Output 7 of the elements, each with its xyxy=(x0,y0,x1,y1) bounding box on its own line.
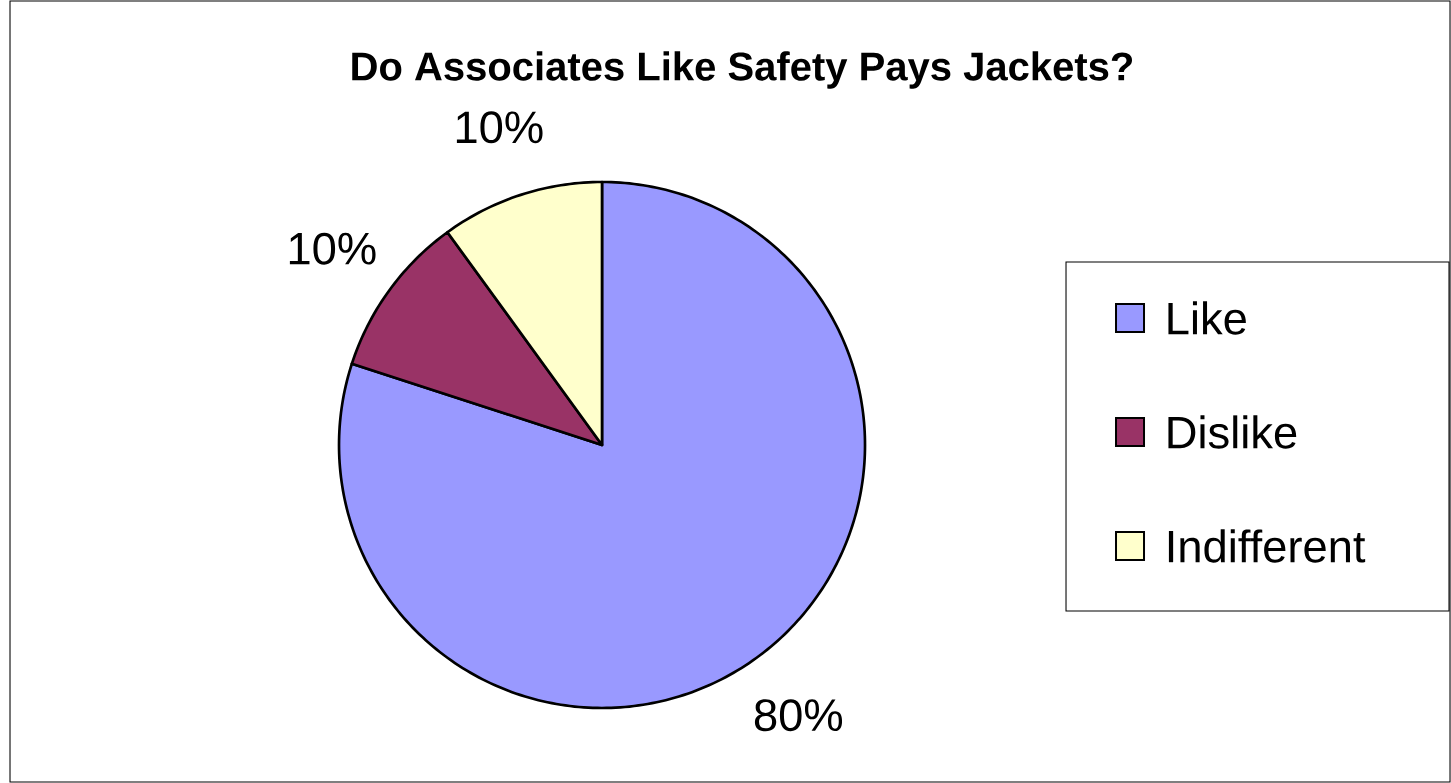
legend-label: Indifferent xyxy=(1168,529,1366,563)
data-label: 10% xyxy=(456,111,543,144)
legend-label: Dislike xyxy=(1168,415,1297,449)
chart-title: Do Associates Like Safety Pays Jackets? xyxy=(352,51,1133,89)
legend-label: Like xyxy=(1168,301,1246,335)
data-label: 10% xyxy=(289,232,376,265)
data-label: 80% xyxy=(754,699,843,732)
